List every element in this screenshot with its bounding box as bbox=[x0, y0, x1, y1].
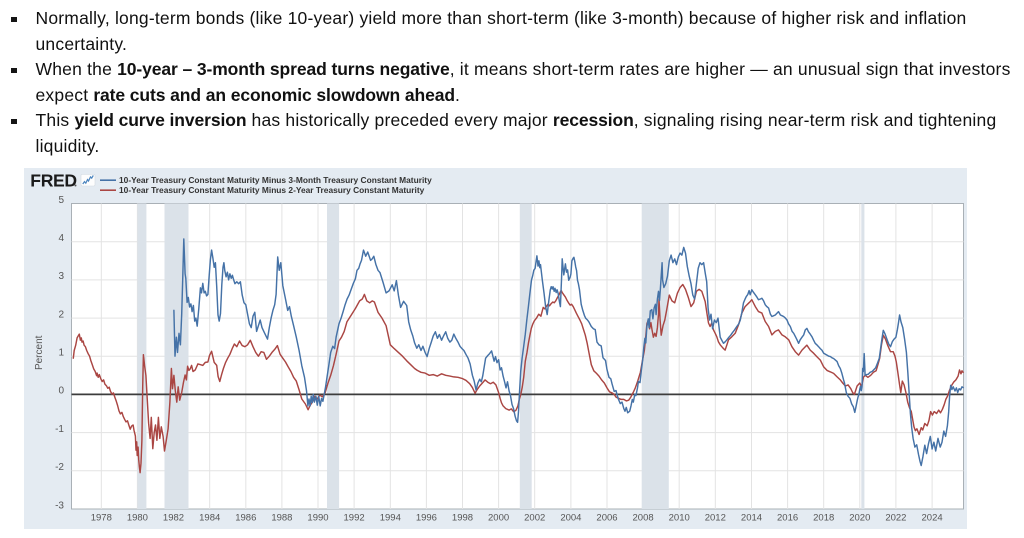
svg-text:0: 0 bbox=[58, 386, 64, 397]
svg-text:10-Year Treasury Constant Matu: 10-Year Treasury Constant Maturity Minus… bbox=[119, 185, 425, 195]
svg-text:3: 3 bbox=[58, 271, 64, 282]
svg-text:-2: -2 bbox=[55, 462, 64, 473]
svg-text:1998: 1998 bbox=[452, 513, 473, 524]
svg-text:10-Year Treasury Constant Matu: 10-Year Treasury Constant Maturity Minus… bbox=[119, 175, 432, 185]
svg-text:1: 1 bbox=[58, 348, 64, 359]
svg-text:2020: 2020 bbox=[849, 513, 870, 524]
svg-text:5: 5 bbox=[58, 195, 64, 206]
svg-text:-3: -3 bbox=[55, 500, 64, 511]
svg-text:2004: 2004 bbox=[560, 513, 581, 524]
svg-text:2006: 2006 bbox=[596, 513, 617, 524]
svg-text:FRED: FRED bbox=[30, 171, 77, 191]
svg-text:2000: 2000 bbox=[488, 513, 509, 524]
svg-text:1992: 1992 bbox=[344, 513, 365, 524]
svg-text:1996: 1996 bbox=[416, 513, 437, 524]
svg-text:2: 2 bbox=[58, 309, 64, 320]
svg-text:1984: 1984 bbox=[199, 513, 220, 524]
svg-text:2018: 2018 bbox=[813, 513, 834, 524]
svg-text:2002: 2002 bbox=[524, 513, 545, 524]
svg-text:1988: 1988 bbox=[271, 513, 292, 524]
svg-text:1994: 1994 bbox=[380, 513, 401, 524]
svg-text:2022: 2022 bbox=[885, 513, 906, 524]
svg-text:1978: 1978 bbox=[91, 513, 112, 524]
svg-text:Percent: Percent bbox=[34, 335, 45, 370]
svg-text:2024: 2024 bbox=[922, 513, 943, 524]
svg-text:2014: 2014 bbox=[741, 513, 762, 524]
svg-text:2016: 2016 bbox=[777, 513, 798, 524]
svg-text:2008: 2008 bbox=[633, 513, 654, 524]
svg-text:4: 4 bbox=[58, 233, 64, 244]
svg-text:1980: 1980 bbox=[127, 513, 148, 524]
svg-text:-1: -1 bbox=[55, 424, 64, 435]
svg-text:1982: 1982 bbox=[163, 513, 184, 524]
svg-text:2010: 2010 bbox=[669, 513, 690, 524]
svg-text:2012: 2012 bbox=[705, 513, 726, 524]
svg-text:1990: 1990 bbox=[307, 513, 328, 524]
svg-text:1986: 1986 bbox=[235, 513, 256, 524]
